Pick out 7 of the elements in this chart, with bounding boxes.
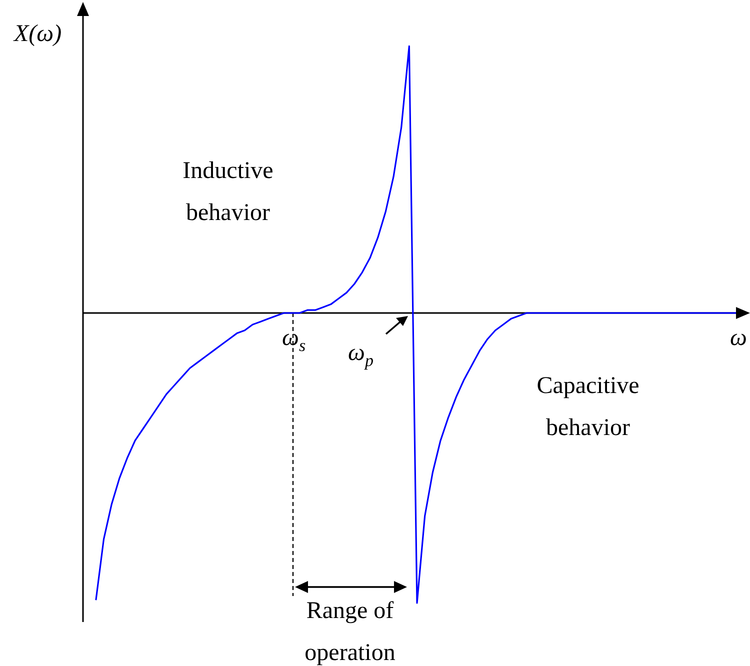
x-axis-title: ω	[730, 325, 747, 351]
annotation: Capacitive behavior	[536, 372, 640, 443]
annotation: Range of operation	[304, 597, 396, 666]
annotation: Inductive behavior	[182, 157, 274, 228]
y-axis-title: X(ω)	[14, 21, 62, 47]
annotation: ω$_{p}$	[348, 340, 374, 370]
annotation: ω$_{s}$	[282, 325, 306, 355]
